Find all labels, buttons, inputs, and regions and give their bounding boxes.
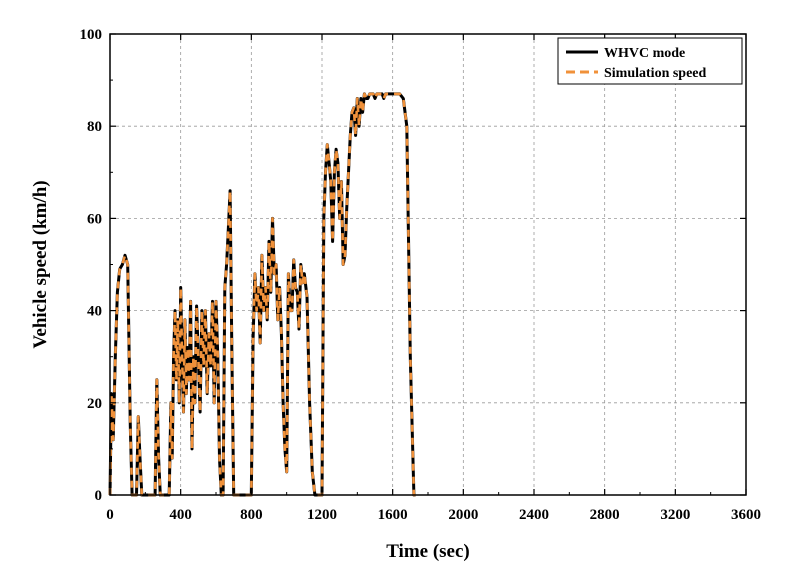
axis-ticks: 0 400 800 1200 1600 2000 2400 2800 3200 3600 0 20 40… [80, 27, 762, 523]
legend: WHVC mode Simulation speed [557, 37, 743, 85]
x-tick-label: 3200 [660, 507, 690, 523]
grid [110, 34, 746, 495]
x-tick-label: 1200 [307, 507, 337, 523]
x-tick-label: 2400 [519, 507, 549, 523]
legend-frame [557, 37, 743, 85]
legend-label-simulation-speed: Simulation speed [604, 66, 707, 81]
y-tick-label: 80 [87, 119, 102, 135]
y-tick-label: 20 [87, 396, 102, 412]
y-tick-label: 40 [87, 304, 102, 320]
series-line-simulation-speed [108, 92, 416, 497]
x-tick-label: 400 [169, 507, 192, 523]
series-layer [108, 92, 416, 497]
legend-label-whvc-mode: WHVC mode [604, 46, 685, 61]
x-tick-label: 1600 [378, 507, 408, 523]
y-axis-title: Vehicle speed (km/h) [30, 180, 51, 348]
y-tick-label: 60 [87, 211, 102, 227]
x-tick-label: 2000 [448, 507, 478, 523]
x-axis-title: Time (sec) [386, 541, 470, 562]
x-tick-label: 2800 [590, 507, 620, 523]
x-tick-label: 3600 [731, 507, 761, 523]
x-tick-label: 800 [240, 507, 263, 523]
y-tick-label: 100 [80, 27, 103, 43]
x-tick-label: 0 [106, 507, 114, 523]
y-tick-label: 0 [95, 488, 103, 504]
plot-frame [109, 33, 747, 496]
